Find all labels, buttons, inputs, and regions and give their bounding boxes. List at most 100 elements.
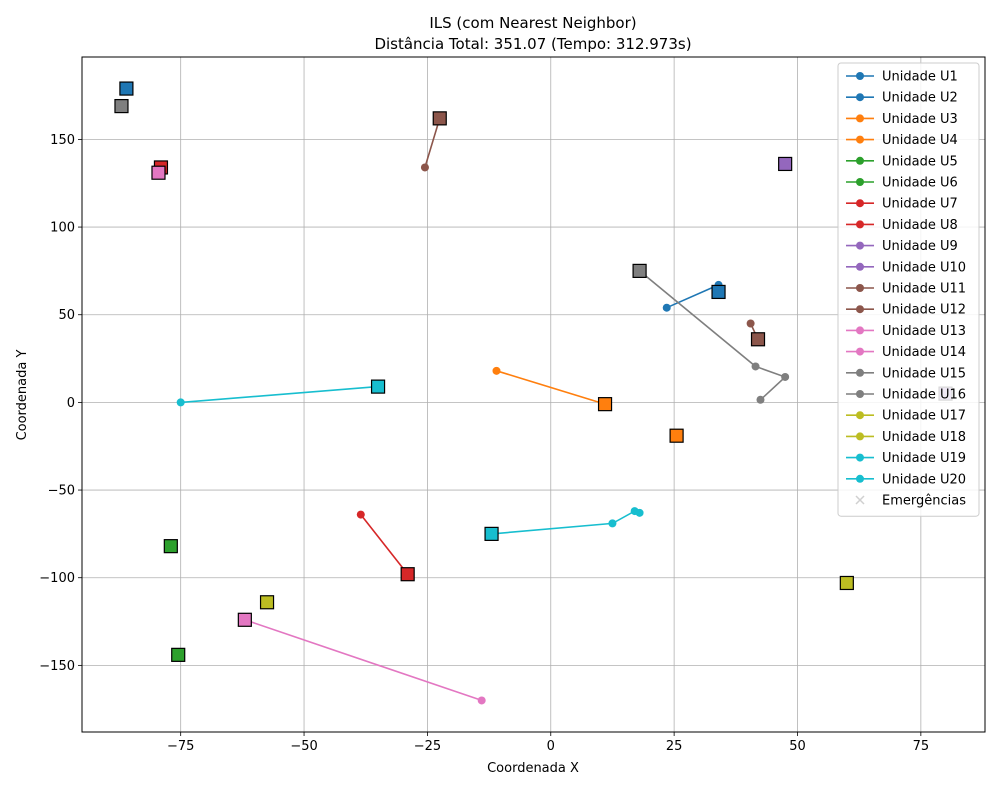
route-line [491,510,640,535]
route-line [360,514,409,575]
unit-base-marker [432,111,447,126]
y-axis-label: Coordenada Y [15,350,30,441]
plot-frame [81,56,986,733]
unit-base-marker [163,539,178,554]
legend-label: Unidade U12 [882,303,966,318]
route-point [746,319,755,328]
unit-base-marker [119,81,134,96]
legend-label: Unidade U11 [882,282,966,297]
legend-marker [856,411,864,420]
unit-base-marker [114,98,129,114]
legend-marker [856,284,864,292]
x-tick-label: 0 [547,739,555,754]
legend-label: Unidade U5 [882,154,958,169]
legend-label: Unidade U1 [882,70,958,85]
route-line [244,619,482,702]
route-point [756,395,765,404]
x-tick-label: −50 [290,739,317,754]
legend-label: Unidade U20 [882,472,966,487]
route-point [420,163,429,172]
route-point [635,508,644,517]
legend-label: Unidade U7 [882,197,958,212]
x-tick-label: −25 [414,739,441,754]
legend-marker [856,93,864,102]
y-tick-label: 50 [58,308,75,323]
y-tick-label: 0 [67,396,75,411]
legend-marker [856,135,864,144]
route-point [662,303,671,312]
unit-base-marker [259,595,275,610]
route-line [639,270,787,401]
unit-base-marker [778,156,793,172]
legend-label: Unidade U3 [882,112,958,127]
legend-box [837,62,980,517]
route-point [608,519,617,528]
unit-base-marker [669,428,684,443]
legend-label-emergencies: Emergências [882,494,966,509]
x-tick-label: 25 [666,739,683,754]
legend-label: Unidade U14 [882,345,966,360]
bases [114,81,953,662]
route-point [176,398,185,407]
route-point [356,510,365,519]
legend-label: Unidade U19 [882,451,966,466]
legend-marker [856,368,864,377]
unit-base-marker [632,263,647,278]
legend-emergency-marker [855,495,865,505]
route-line [180,385,379,404]
y-tick-label: −100 [39,571,75,586]
legend: Unidade U1 Unidade U2 Unidade U3 Unidade U4… [837,62,980,517]
unit-base-marker [597,397,613,412]
unit-base-marker [839,575,854,591]
legend-label: Unidade U4 [882,133,958,148]
legend-marker [856,305,864,314]
legend-marker [856,347,864,356]
legend-marker [856,178,864,186]
x-tick-label: −75 [167,739,194,754]
legend-label: Unidade U13 [882,324,966,339]
unit-base-marker [484,526,499,541]
unit-base-marker [237,612,252,627]
route-line [496,370,606,405]
routes [176,118,790,705]
legend-marker [856,326,864,335]
x-tick-label: 50 [789,739,806,754]
legend-marker [856,156,864,165]
legend-label: Unidade U2 [882,91,958,106]
unit-base-marker [171,647,186,662]
x-axis-label: Coordenada X [487,761,579,776]
route-line [424,118,441,168]
unit-base-marker [400,567,415,582]
legend-label: Unidade U9 [882,239,958,254]
chart-subtitle: Distância Total: 351.07 (Tempo: 312.973s… [374,35,691,53]
legend-label: Unidade U6 [882,176,958,191]
route-point [477,696,486,705]
unit-base-marker [750,332,766,347]
chart-title: ILS (com Nearest Neighbor) [429,14,636,32]
unit-base-marker [711,284,726,300]
legend-label: Unidade U8 [882,218,958,233]
legend-label: Unidade U10 [882,260,966,275]
legend-marker [856,453,864,462]
grid [82,57,985,732]
route-point [751,362,760,371]
route-point [781,372,790,381]
legend-marker [856,199,864,208]
y-tick-label: 150 [50,133,75,148]
legend-marker [856,241,864,250]
legend-marker [856,474,864,483]
legend-label: Unidade U16 [882,388,966,403]
unit-base-marker [370,379,386,394]
legend-marker [856,72,864,80]
y-tick-label: 100 [50,221,75,236]
legend-label: Unidade U18 [882,430,966,445]
ticks: −75 −50 −25 0 25 50 75 −150 −100 −50 0 50 100 150 [39,133,929,754]
x-tick-label: 75 [913,739,930,754]
y-tick-label: −50 [48,484,75,499]
legend-marker [856,432,864,441]
y-tick-label: −150 [39,659,75,674]
legend-label: Unidade U17 [882,409,966,424]
unit-base-marker [151,165,166,180]
legend-label: Unidade U15 [882,366,966,381]
